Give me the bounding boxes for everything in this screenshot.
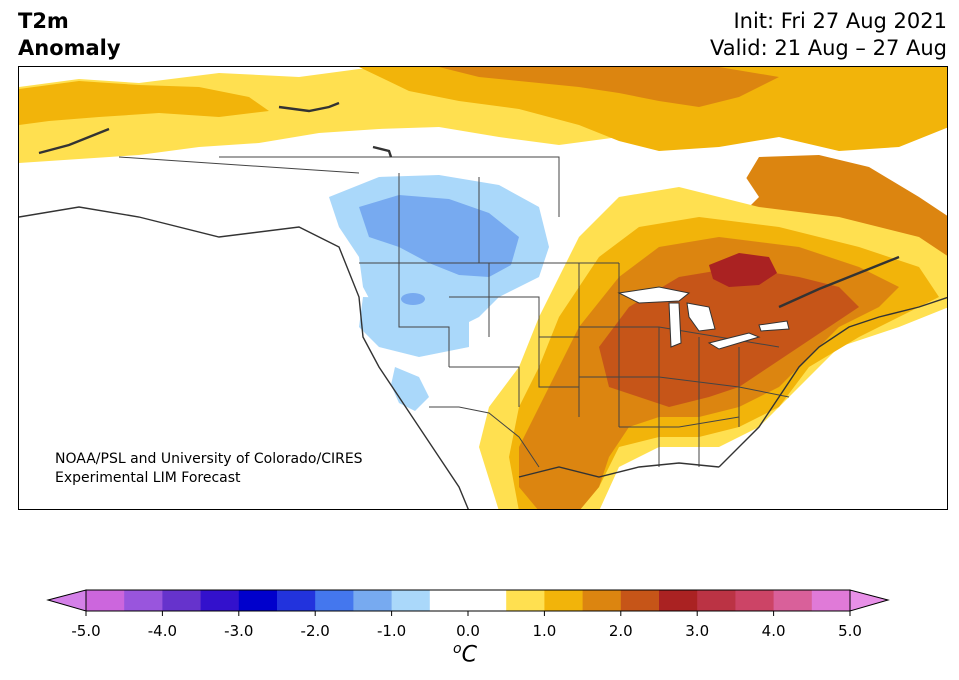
unit-degree-sup: o (453, 641, 462, 657)
mackenzie-river (278, 101, 340, 113)
us-mexico-border (429, 406, 540, 468)
colorbar-segment (544, 590, 584, 611)
map-canvas (19, 67, 947, 509)
colorbar-unit-label: oC (453, 641, 477, 667)
colorbar-segment (506, 590, 545, 611)
colorbar-tick-label: -5.0 (71, 622, 101, 640)
gulf-coastline (518, 462, 720, 478)
colorbar-under-arrow (46, 589, 87, 612)
lake-huron (686, 302, 716, 332)
yukon-river (38, 127, 110, 155)
border-line (219, 156, 560, 217)
colorbar-tick-label: 1.0 (532, 622, 557, 640)
border-line (579, 326, 780, 348)
init-date: Init: Fri 27 Aug 2021 (733, 9, 947, 33)
colorbar-segment (811, 590, 851, 611)
anomaly-map: NOAA/PSL and University of Colorado/CIRE… (18, 66, 948, 510)
anomaly-region-blue-spot (401, 293, 425, 305)
colorbar-segment (697, 590, 736, 611)
east-coastline (718, 296, 947, 468)
title-line-2: Anomaly (18, 36, 121, 60)
political-borders (118, 156, 790, 468)
colorbar-tick-marks (85, 611, 851, 616)
lake-michigan (668, 302, 682, 348)
colorbar-tick-label: -2.0 (300, 622, 330, 640)
colorbar-segment (620, 590, 660, 611)
border-line (449, 366, 520, 407)
valid-range: Valid: 21 Aug – 27 Aug (709, 36, 947, 60)
border-line (118, 156, 360, 174)
colorbar-tick-label: 0.0 (456, 622, 480, 640)
rivers (38, 101, 900, 309)
colorbar-segment (238, 590, 278, 611)
border-line (538, 337, 579, 388)
colorbar-segment (162, 590, 202, 611)
west-coastline (19, 206, 469, 509)
colorbar-segment (277, 590, 316, 611)
colorbar-segment (315, 590, 354, 611)
border-line (619, 416, 740, 428)
colorbar-tick-label: -3.0 (224, 622, 254, 640)
border-line (449, 296, 579, 338)
credit-line-1: NOAA/PSL and University of Colorado/CIRE… (55, 451, 363, 467)
credit-text: NOAA/PSL and University of Colorado/CIRE… (55, 450, 363, 488)
anomaly-region-red-core (709, 253, 777, 287)
forecast-dates: Init: Fri 27 Aug 2021 Valid: 21 Aug – 27… (710, 8, 947, 62)
colorbar-tick-label: 2.0 (608, 622, 633, 640)
colorbar-segment (200, 590, 240, 611)
colorbar-segment (735, 590, 775, 611)
lake-erie (707, 332, 761, 350)
anomaly-region-orange-arctic (359, 67, 947, 151)
colorbar-tick-label: 5.0 (838, 622, 862, 640)
credit-line-2: Experimental LIM Forecast (55, 470, 241, 486)
colorbar-segment (86, 590, 125, 611)
st-lawrence-river (778, 255, 900, 309)
title-line-1: T2m (18, 9, 69, 33)
map-title: T2m Anomaly (18, 8, 121, 62)
coastlines (19, 206, 947, 509)
colorbar-segment (659, 590, 698, 611)
colorbar-segments (86, 590, 851, 611)
colorbar-segment (124, 590, 163, 611)
colorbar-segment (353, 590, 393, 611)
colorbar-over-arrow (849, 589, 890, 612)
colorbar-segment (429, 590, 469, 611)
border-line (398, 263, 450, 367)
colorbar-tick-label: -1.0 (376, 622, 407, 640)
anomaly-region-orange-alaska (19, 81, 269, 125)
unit-main: C (461, 642, 477, 668)
colorbar-segment (468, 590, 507, 611)
lake-ontario (758, 320, 790, 332)
colorbar-segment (773, 590, 813, 611)
colorbar-segment (391, 590, 431, 611)
colorbar-tick-label: -4.0 (147, 622, 178, 640)
river-segment (372, 145, 393, 158)
lake-superior (617, 286, 691, 304)
great-lakes (617, 286, 790, 350)
colorbar-tick-label: 3.0 (685, 622, 710, 640)
anomaly-region-darkorange-arctic (439, 67, 779, 107)
colorbar-segment (582, 590, 622, 611)
colorbar-tick-label: 4.0 (761, 622, 786, 640)
